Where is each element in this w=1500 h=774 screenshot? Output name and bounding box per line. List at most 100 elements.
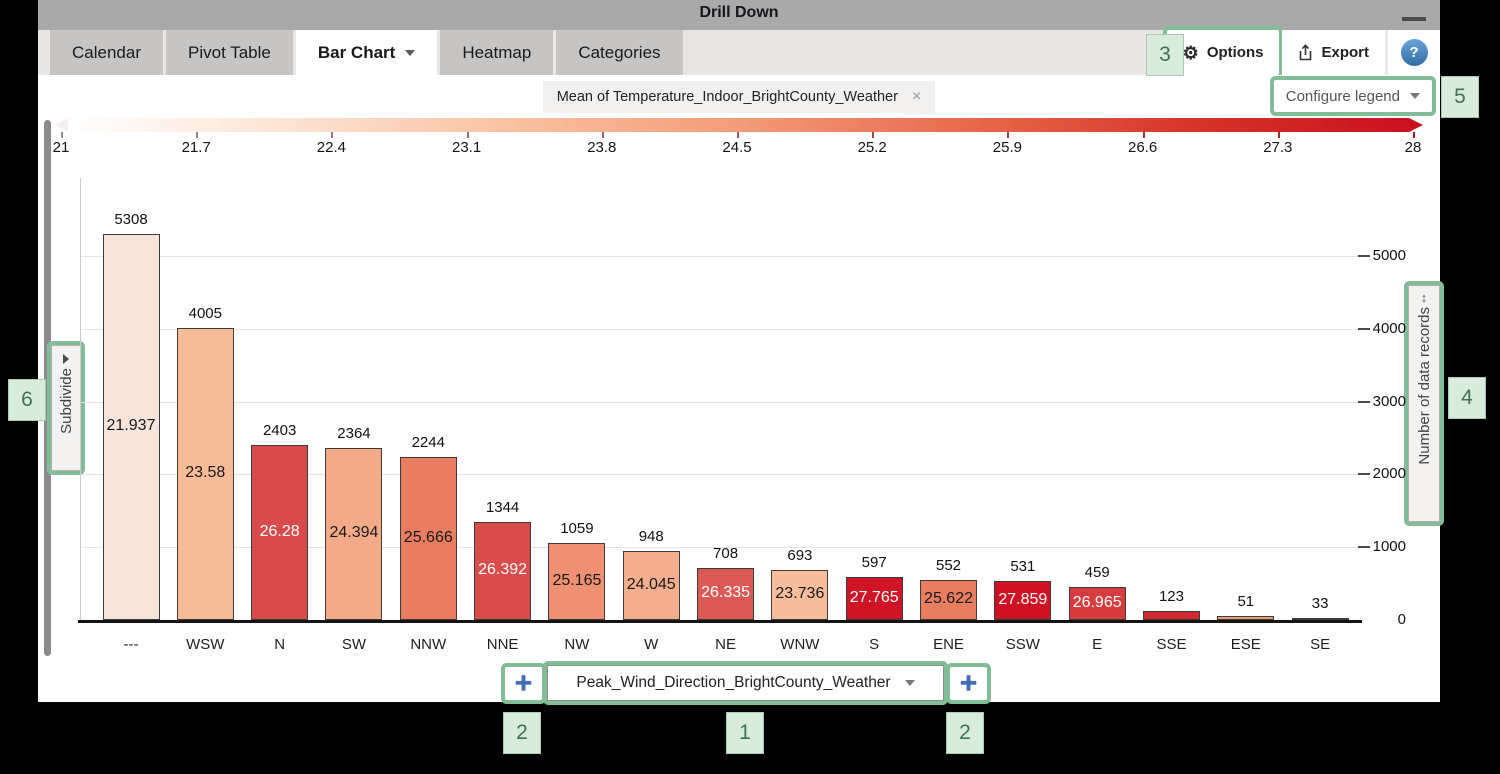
bar-count-label----: 5308: [114, 211, 148, 228]
bar-E[interactable]: [1068, 587, 1126, 620]
bar-count-label-SSE: 123: [1158, 588, 1184, 605]
x-label-S: S: [869, 636, 880, 653]
bar-SSE[interactable]: [1142, 611, 1200, 620]
export-icon: [1298, 44, 1313, 61]
bar-NW[interactable]: [548, 543, 606, 620]
bar-N[interactable]: [251, 445, 309, 620]
scale-label-22.4: 22.4: [316, 139, 346, 156]
gear-icon: ⚙: [1182, 42, 1199, 63]
bar-mean-label-WNW: 23.736: [775, 585, 825, 602]
bar-WSW[interactable]: [176, 328, 234, 620]
bar-mean-label-NNE: 26.392: [478, 561, 528, 578]
export-button[interactable]: Export: [1282, 30, 1385, 75]
x-label-ENE: ENE: [933, 636, 964, 653]
bar-mean-label-S: 27.765: [849, 588, 899, 606]
bar-mean-label-E: 26.965: [1072, 593, 1122, 611]
bar-count-label-NW: 1059: [560, 520, 594, 537]
y-axis-handle[interactable]: ↕ Number of data records: [1408, 285, 1440, 522]
x-label-NNW: NNW: [410, 636, 447, 653]
bar-SSW[interactable]: [994, 581, 1052, 620]
gridline-2000: [81, 474, 1358, 475]
y-axis-label: Number of data records: [1415, 307, 1433, 465]
x-label-SSW: SSW: [1005, 636, 1040, 653]
subdivide-expander[interactable]: Subdivide: [51, 345, 81, 471]
scale-label-21: 21: [52, 139, 70, 156]
close-icon[interactable]: ×: [911, 87, 922, 105]
scale-tick-25.2: [872, 132, 875, 138]
x-label-SSE: SSE: [1156, 636, 1187, 653]
bar-NE[interactable]: [697, 568, 755, 620]
bar-mean-label-SW: 24.394: [329, 524, 379, 541]
legend-row: Mean of Temperature_Indoor_BrightCounty_…: [38, 75, 1440, 118]
tab-heatmap[interactable]: Heatmap: [440, 30, 554, 75]
bar-NNW[interactable]: [399, 457, 457, 620]
bar-SW[interactable]: [325, 448, 383, 620]
y-tick-2000: [1358, 473, 1370, 475]
bar-count-label-ESE: 51: [1237, 593, 1255, 610]
color-scale-gradient: [55, 118, 1423, 138]
gridline-3000: [81, 402, 1358, 403]
bar-WNW[interactable]: [771, 570, 829, 620]
y-tick-label-1000: 1000: [1372, 538, 1406, 555]
tab-pivot-table[interactable]: Pivot Table: [166, 30, 293, 75]
window-title: Drill Down: [699, 4, 779, 21]
configure-legend-dropdown[interactable]: Configure legend: [1273, 80, 1432, 112]
options-label: Options: [1206, 44, 1264, 61]
scale-tick-21: [61, 132, 63, 138]
bar-NNE[interactable]: [474, 522, 532, 620]
x-dimension-dropdown[interactable]: Peak_Wind_Direction_BrightCounty_Weather: [547, 665, 944, 701]
tab-calendar[interactable]: Calendar: [50, 30, 163, 75]
tab-categories[interactable]: Categories: [556, 30, 683, 75]
drill-down-window: Drill Down Calendar Pivot Table Bar Chart H…: [38, 0, 1440, 702]
x-label-N: N: [274, 636, 286, 653]
scale-tick-26.6: [1142, 132, 1145, 138]
bar-ESE[interactable]: [1217, 616, 1275, 620]
scale-label-26.6: 26.6: [1127, 139, 1158, 156]
help-icon[interactable]: ?: [1400, 39, 1428, 66]
toolbar-right: ⚙ Options Export ?: [1166, 30, 1440, 75]
bar-count-label-NNW: 2244: [411, 434, 445, 451]
y-tick-label-5000: 5000: [1372, 247, 1406, 264]
y-tick-3000: [1358, 401, 1370, 403]
x-axis-line: [78, 620, 1362, 623]
x-label-ESE: ESE: [1230, 636, 1261, 653]
bar-W[interactable]: [622, 551, 680, 620]
bar-mean-label----: 21.937: [106, 417, 156, 434]
scale-label-21.7: 21.7: [181, 139, 211, 156]
bar-count-label-NNE: 1344: [485, 499, 520, 516]
bar-mean-label-N: 26.28: [259, 522, 300, 540]
minimize-icon[interactable]: [1402, 17, 1426, 21]
x-dimension-value: Peak_Wind_Direction_BrightCounty_Weather: [576, 674, 891, 691]
tab-bar-chart[interactable]: Bar Chart: [295, 30, 438, 75]
x-label----: ---: [123, 636, 139, 653]
bar-mean-label-NE: 26.335: [701, 584, 751, 601]
bar-count-label-ENE: 552: [936, 557, 962, 574]
y-tick-label-0: 0: [1397, 611, 1406, 628]
bar-mean-label-NW: 25.165: [552, 571, 602, 589]
x-label-NNE: NNE: [486, 636, 519, 653]
callout-badge-1: 1: [726, 712, 764, 754]
bar-S[interactable]: [845, 577, 903, 620]
scale-tick-21.7: [196, 132, 199, 138]
bar-ENE[interactable]: [920, 580, 978, 620]
options-button[interactable]: ⚙ Options: [1166, 30, 1280, 75]
bar-count-label-N: 2403: [262, 422, 297, 439]
subdivide-label: Subdivide: [57, 368, 75, 434]
y-tick-4000: [1358, 328, 1370, 330]
scale-label-25.2: 25.2: [857, 139, 887, 156]
bar----[interactable]: [102, 234, 160, 620]
add-dimension-right-button[interactable]: +: [950, 667, 987, 700]
callout-badge-2: 2: [946, 712, 984, 754]
scale-label-28: 28: [1404, 139, 1422, 156]
add-dimension-left-button[interactable]: +: [505, 667, 542, 700]
callout-badge-2: 2: [503, 712, 541, 754]
x-label-NE: NE: [715, 636, 736, 653]
splitter-handle[interactable]: [44, 120, 51, 656]
legend-chip: Mean of Temperature_Indoor_BrightCounty_…: [542, 80, 936, 113]
bar-mean-label-ENE: 25.622: [924, 590, 973, 607]
y-tick-5000: [1358, 255, 1370, 257]
bar-count-label-E: 459: [1084, 564, 1110, 581]
bar-SE[interactable]: [1291, 618, 1349, 620]
gradient-bar: [68, 118, 1409, 132]
gradient-left-arrow-icon: [55, 118, 68, 132]
